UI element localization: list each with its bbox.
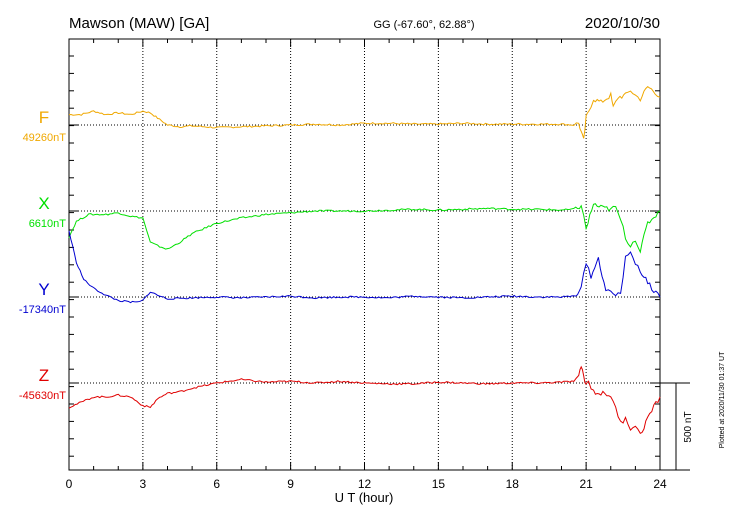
coordinates-label: GG (-67.60°, 62.88°) — [373, 19, 474, 31]
component-y-label: Y — [38, 280, 49, 299]
scale-bar: 500 nT — [660, 382, 694, 471]
x-tick-label: 18 — [506, 477, 520, 491]
component-x-baseline: 6610nT — [29, 218, 67, 230]
x-tick-label: 0 — [66, 477, 73, 491]
x-tick-label: 24 — [653, 477, 667, 491]
tick-marks — [68, 39, 661, 470]
x-tick-labels: 0 3 6 9 12 15 18 21 24 — [66, 477, 667, 491]
series-line-x — [68, 203, 661, 254]
series-line-y — [68, 230, 661, 304]
baselines — [69, 124, 660, 384]
component-z-label: Z — [39, 366, 49, 385]
component-f-baseline: 49260nT — [23, 132, 67, 144]
x-tick-label: 21 — [579, 477, 593, 491]
station-title: Mawson (MAW) [GA] — [69, 15, 209, 32]
component-labels: F 49260nT X 6610nT Y -17340nT Z -45630nT — [19, 108, 66, 402]
component-x-label: X — [38, 194, 49, 213]
series-line-z — [68, 365, 661, 434]
x-axis-label: U T (hour) — [335, 490, 394, 505]
component-f-label: F — [39, 108, 49, 127]
series-group — [68, 85, 661, 434]
plotted-timestamp: Plotted at 2020/11/30 01:37 UT — [719, 351, 726, 448]
x-tick-label: 9 — [287, 477, 294, 491]
component-y-baseline: -17340nT — [19, 304, 66, 316]
x-tick-label: 6 — [213, 477, 220, 491]
x-tick-label: 3 — [140, 477, 147, 491]
grid — [142, 39, 587, 470]
scale-bar-label: 500 nT — [683, 411, 694, 442]
date-label: 2020/10/30 — [585, 15, 660, 32]
x-tick-label: 12 — [358, 477, 372, 491]
series-line-f — [68, 85, 661, 139]
x-tick-label: 15 — [432, 477, 446, 491]
component-z-baseline: -45630nT — [19, 390, 66, 402]
